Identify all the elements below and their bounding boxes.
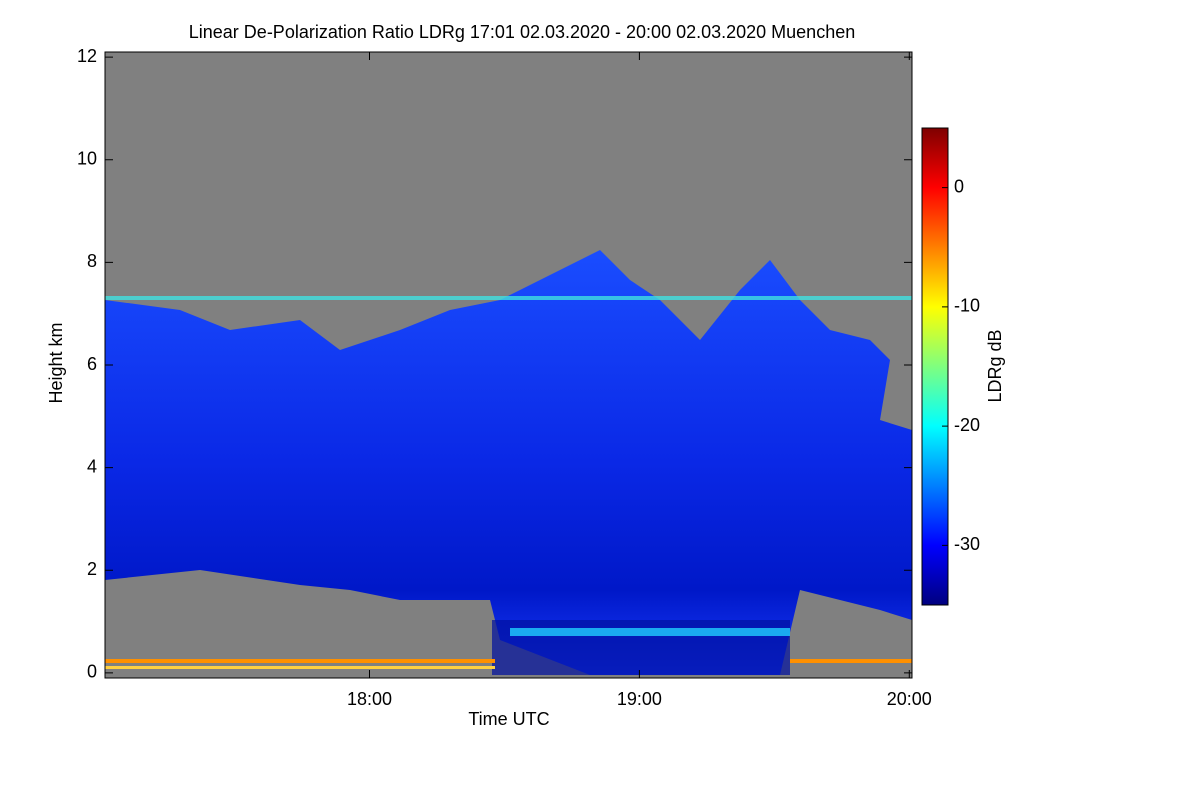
colorbar-tick-label: -30 (954, 534, 980, 554)
chart-title: Linear De-Polarization Ratio LDRg 17:01 … (189, 22, 855, 42)
x-tick-label: 20:00 (887, 689, 932, 709)
y-tick-label: 4 (87, 456, 97, 476)
layer-line (510, 628, 790, 636)
x-axis-label: Time UTC (468, 709, 549, 729)
colorbar-label: LDRg dB (985, 329, 1005, 402)
y-tick-label: 0 (87, 662, 97, 682)
y-axis-label: Height km (46, 322, 66, 403)
colorbar-tick-label: -10 (954, 296, 980, 316)
x-tick-label: 18:00 (347, 689, 392, 709)
x-tick-label: 19:00 (617, 689, 662, 709)
cloud-region (105, 250, 912, 675)
colorbar-tick-label: 0 (954, 176, 964, 196)
y-tick-label: 10 (77, 149, 97, 169)
y-tick-label: 6 (87, 354, 97, 374)
heatmap (105, 52, 912, 678)
colorbar (921, 127, 949, 606)
layer-line (105, 666, 495, 669)
colorbar-tick-label: -20 (954, 415, 980, 435)
layer-line (790, 659, 912, 663)
y-tick-label: 2 (87, 559, 97, 579)
layer-line (105, 296, 912, 300)
y-tick-label: 8 (87, 251, 97, 271)
layer-line (105, 659, 495, 663)
y-tick-label: 12 (77, 46, 97, 66)
